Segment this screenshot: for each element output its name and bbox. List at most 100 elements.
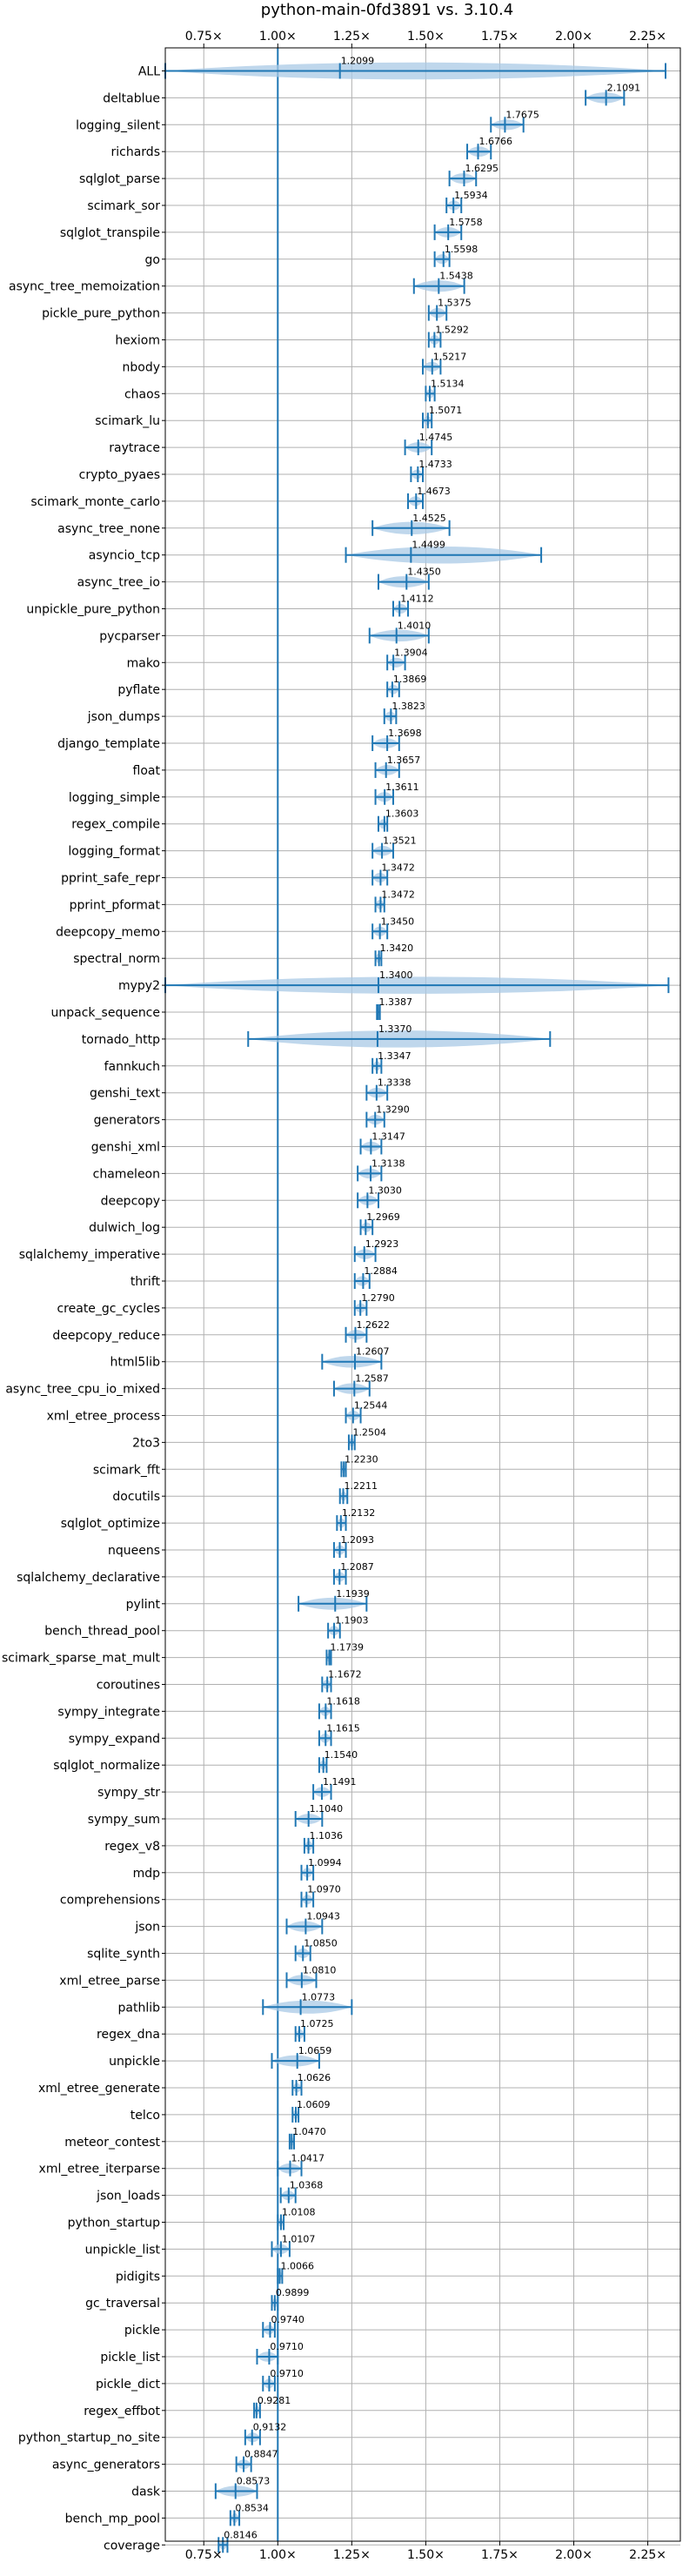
plot-frame [164, 47, 681, 2542]
benchmark-label-genshi_xml: genshi_xml [91, 1141, 160, 1155]
benchmark-label-unpack_sequence: unpack_sequence [51, 1006, 160, 1020]
benchmark-label-pickle: pickle [124, 2324, 160, 2338]
x-tick-label-top: 2.25× [629, 30, 666, 44]
benchmark-label-pprint_pformat: pprint_pformat [70, 898, 161, 912]
value-label-sqlite_synth: 1.0850 [304, 1938, 338, 1949]
x-tick-label-bottom: 1.25× [333, 2548, 371, 2562]
benchmark-label-sqlglot_optimize: sqlglot_optimize [61, 1517, 160, 1531]
value-label-tornado_http: 1.3370 [378, 1023, 412, 1035]
benchmark-label-python_startup_no_site: python_startup_no_site [18, 2432, 160, 2445]
benchmark-label-bench_mp_pool: bench_mp_pool [65, 2512, 160, 2526]
value-label-mypy2: 1.3400 [379, 969, 413, 981]
benchmark-label-crypto_pyaes: crypto_pyaes [79, 468, 160, 482]
value-label-fannkuch: 1.3347 [378, 1050, 412, 1062]
benchmark-label-generators: generators [94, 1114, 160, 1128]
benchmark-label-sympy_str: sympy_str [97, 1786, 160, 1800]
value-label-deltablue: 2.1091 [607, 82, 641, 93]
benchmark-label-scimark_monte_carlo: scimark_monte_carlo [30, 495, 160, 509]
value-label-deepcopy: 1.3030 [368, 1184, 402, 1196]
value-label-chaos: 1.5134 [431, 378, 465, 389]
benchmark-label-xml_etree_process: xml_etree_process [47, 1410, 160, 1424]
benchmark-label-sympy_sum: sympy_sum [88, 1813, 160, 1827]
value-label-bench_mp_pool: 0.8534 [235, 2502, 269, 2513]
benchmark-label-pidigits: pidigits [116, 2270, 160, 2284]
value-label-chameleon: 1.3138 [371, 1157, 405, 1169]
benchmark-label-chameleon: chameleon [93, 1167, 160, 1181]
value-label-sqlglot_optimize: 1.2132 [342, 1507, 376, 1519]
value-label-spectral_norm: 1.3420 [380, 943, 414, 954]
value-label-unpickle: 1.0659 [298, 2045, 332, 2056]
value-label-pickle_pure_python: 1.5375 [438, 298, 471, 309]
value-label-create_gc_cycles: 1.2790 [361, 1292, 395, 1304]
benchmark-label-unpickle_list: unpickle_list [85, 2243, 161, 2257]
value-label-unpack_sequence: 1.3387 [379, 996, 413, 1008]
benchmark-label-spectral_norm: spectral_norm [73, 952, 160, 966]
x-tick-label-top: 1.00× [259, 30, 297, 44]
benchmark-label-unpickle_pure_python: unpickle_pure_python [26, 603, 160, 617]
benchmark-label-ALL: ALL [138, 65, 160, 79]
value-label-go: 1.5598 [445, 244, 478, 255]
benchmark-label-regex_effbot: regex_effbot [84, 2405, 160, 2418]
grid-layer [165, 48, 680, 2546]
benchmark-label-mdp: mdp [133, 1867, 161, 1881]
benchmark-label-pickle_dict: pickle_dict [96, 2378, 161, 2392]
value-label-python_startup: 1.0108 [282, 2207, 316, 2218]
value-label-pylint: 1.1939 [336, 1588, 370, 1600]
value-label-unpickle_list: 1.0107 [282, 2233, 316, 2244]
benchmark-label-gc_traversal: gc_traversal [85, 2297, 160, 2311]
benchmark-label-scimark_sparse_mat_mult: scimark_sparse_mat_mult [2, 1652, 160, 1666]
value-label-python_startup_no_site: 0.9132 [253, 2422, 287, 2433]
value-label-hexiom: 1.5292 [435, 325, 469, 336]
benchmark-label-scimark_lu: scimark_lu [95, 414, 160, 428]
value-label-sqlalchemy_imperative: 1.2923 [365, 1238, 399, 1250]
benchmark-label-dask: dask [131, 2485, 161, 2499]
benchmark-label-pycparser: pycparser [99, 629, 160, 643]
benchmark-label-go: go [145, 253, 160, 267]
value-label-sqlglot_transpile: 1.5758 [449, 217, 483, 228]
benchmark-label-logging_silent: logging_silent [76, 118, 160, 132]
benchmark-label-thrift: thrift [130, 1275, 161, 1289]
value-label-scimark_fft: 1.2230 [345, 1453, 378, 1465]
benchmark-label-regex_compile: regex_compile [71, 818, 160, 832]
x-tick-label-top: 2.00× [555, 30, 592, 44]
benchmark-label-nbody: nbody [123, 360, 161, 374]
benchmark-label-hexiom: hexiom [115, 334, 160, 348]
value-label-pycparser: 1.4010 [398, 620, 432, 631]
value-label-pprint_safe_repr: 1.3472 [381, 862, 415, 874]
value-label-coverage: 0.8146 [224, 2529, 258, 2540]
chart-title: python-main-0fd3891 vs. 3.10.4 [261, 1, 513, 19]
benchmark-label-asyncio_tcp: asyncio_tcp [89, 549, 160, 563]
value-label-xml_etree_iterparse: 1.0417 [291, 2153, 325, 2164]
value-label-regex_v8: 1.1036 [310, 1830, 344, 1841]
value-label-asyncio_tcp: 1.4499 [412, 540, 445, 551]
x-tick-label-top: 0.75× [185, 30, 223, 44]
value-label-comprehensions: 1.0970 [307, 1884, 341, 1895]
value-label-bench_thread_pool: 1.1903 [335, 1615, 369, 1627]
benchmark-label-mypy2: mypy2 [118, 979, 160, 993]
value-label-logging_format: 1.3521 [383, 835, 417, 847]
value-label-logging_simple: 1.3611 [385, 782, 419, 793]
benchmark-label-regex_v8: regex_v8 [104, 1840, 160, 1854]
value-label-telco: 1.0609 [297, 2099, 331, 2110]
value-label-sympy_expand: 1.1615 [326, 1722, 360, 1734]
benchmark-label-sqlglot_normalize: sqlglot_normalize [53, 1759, 160, 1773]
x-tick-label-top: 1.75× [481, 30, 519, 44]
value-label-async_tree_memoization: 1.5438 [439, 271, 473, 282]
benchmark-label-raytrace: raytrace [109, 441, 160, 455]
benchmark-label-xml_etree_iterparse: xml_etree_iterparse [39, 2163, 160, 2177]
benchmark-label-docutils: docutils [112, 1490, 160, 1504]
value-label-regex_effbot: 0.9281 [258, 2395, 291, 2406]
value-label-pickle_dict: 0.9710 [270, 2368, 304, 2379]
benchmark-label-async_tree_io: async_tree_io [77, 576, 160, 590]
value-label-sqlglot_normalize: 1.1540 [325, 1749, 358, 1761]
value-label-pidigits: 1.0066 [281, 2260, 315, 2271]
value-label-deepcopy_reduce: 1.2622 [356, 1319, 390, 1331]
benchmark-label-fannkuch: fannkuch [104, 1060, 160, 1074]
benchmark-label-sqlglot_transpile: sqlglot_transpile [60, 226, 160, 240]
value-label-pprint_pformat: 1.3472 [381, 889, 415, 900]
label-layer: 1.2099 ALL 2.1091 deltablue 1.7675 logging_si… [2, 56, 640, 2553]
value-label-2to3: 1.2504 [352, 1426, 386, 1438]
value-label-crypto_pyaes: 1.4733 [418, 459, 452, 470]
benchmark-label-sqlalchemy_declarative: sqlalchemy_declarative [17, 1571, 160, 1585]
value-label-scimark_sparse_mat_mult: 1.1739 [330, 1642, 364, 1654]
